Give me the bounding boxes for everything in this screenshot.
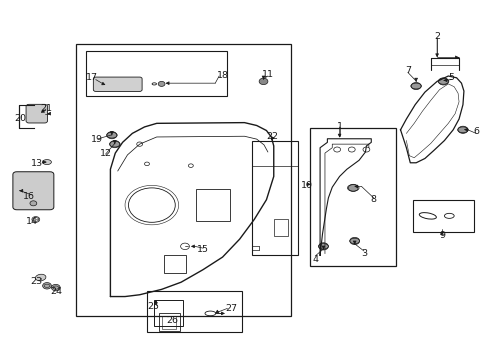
Text: 2: 2 — [433, 32, 439, 41]
Circle shape — [30, 201, 37, 206]
Bar — [154, 301, 182, 326]
FancyBboxPatch shape — [13, 172, 54, 210]
Bar — [161, 316, 176, 329]
Text: 15: 15 — [197, 246, 209, 255]
Bar — [159, 314, 179, 330]
Text: 13: 13 — [31, 159, 43, 168]
Circle shape — [349, 237, 359, 244]
Text: 19: 19 — [91, 135, 103, 144]
Text: 21: 21 — [40, 104, 52, 113]
Bar — [310, 128, 395, 266]
Text: 14: 14 — [26, 217, 39, 226]
Text: 24: 24 — [51, 287, 62, 296]
Text: 12: 12 — [100, 149, 111, 158]
Circle shape — [438, 78, 447, 85]
Text: 20: 20 — [14, 114, 26, 123]
Text: 17: 17 — [86, 73, 98, 82]
FancyBboxPatch shape — [26, 104, 47, 123]
Bar — [195, 189, 229, 221]
Bar — [251, 140, 298, 255]
Ellipse shape — [42, 159, 51, 165]
Bar — [163, 255, 185, 273]
Text: 1: 1 — [336, 122, 342, 131]
Text: 26: 26 — [166, 316, 178, 325]
Circle shape — [259, 78, 267, 85]
Text: 25: 25 — [146, 302, 159, 311]
Bar — [76, 44, 290, 316]
Circle shape — [51, 284, 60, 291]
Text: 8: 8 — [370, 195, 376, 204]
Circle shape — [110, 140, 120, 148]
Ellipse shape — [35, 274, 46, 281]
Text: 9: 9 — [438, 231, 444, 240]
FancyBboxPatch shape — [93, 77, 142, 91]
Text: 11: 11 — [262, 70, 273, 79]
Bar — [86, 51, 227, 96]
Circle shape — [347, 184, 357, 192]
Text: 16: 16 — [23, 192, 35, 201]
Text: 27: 27 — [224, 304, 236, 313]
Text: 23: 23 — [31, 276, 43, 285]
Text: 10: 10 — [300, 181, 312, 190]
Circle shape — [42, 283, 51, 289]
Text: 18: 18 — [216, 71, 228, 80]
Circle shape — [107, 132, 117, 139]
Text: 6: 6 — [472, 127, 478, 136]
Text: 7: 7 — [404, 66, 410, 75]
Circle shape — [410, 82, 420, 90]
Text: 3: 3 — [360, 249, 366, 258]
Circle shape — [158, 81, 164, 86]
Bar — [273, 220, 288, 235]
Text: 22: 22 — [266, 132, 278, 141]
Circle shape — [457, 126, 467, 134]
Text: 4: 4 — [311, 255, 318, 264]
Text: 5: 5 — [448, 73, 454, 82]
Bar — [147, 291, 242, 332]
Bar — [412, 200, 473, 232]
Circle shape — [318, 243, 328, 250]
